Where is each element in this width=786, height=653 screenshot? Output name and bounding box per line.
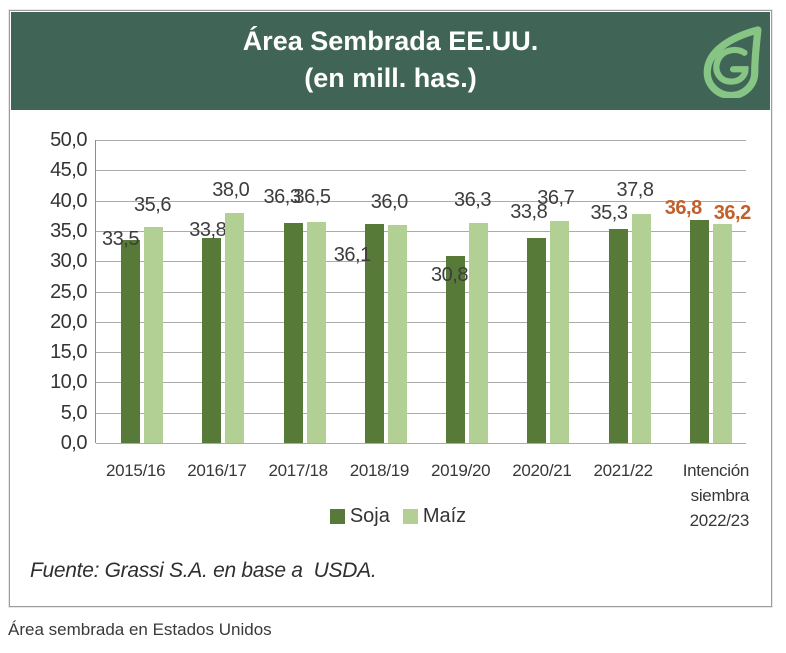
chart-header: Área Sembrada EE.UU. (en mill. has.): [11, 12, 770, 110]
bar-value-label: 36,3: [454, 189, 491, 212]
bar-soja-2: [283, 223, 303, 443]
bar-maíz-7: [712, 223, 732, 443]
chart-title: Área Sembrada EE.UU. (en mill. has.): [11, 23, 770, 97]
gridline: [96, 230, 746, 232]
grassi-leaf-logo-icon: [703, 26, 762, 98]
legend-label: Soja: [349, 505, 390, 527]
y-axis-tick-label: 45,0: [50, 159, 87, 182]
bar-value-label: 36,8: [664, 197, 702, 219]
bar-value-label: 33,8: [510, 201, 548, 224]
y-axis-tick-label: 5,0: [60, 401, 88, 424]
chart-title-line1: Área Sembrada EE.UU.: [242, 26, 539, 56]
bar-value-label: 38,0: [212, 178, 250, 201]
bar-value-label: 35,6: [134, 194, 171, 217]
bar-value-label: 36,7: [537, 186, 575, 209]
bar-soja-1: [202, 238, 222, 443]
bar-value-label: 36,1: [333, 244, 371, 267]
bar-value-label: 36,0: [370, 190, 408, 213]
bar-value-label: 37,8: [616, 178, 654, 201]
y-axis-tick-label: 20,0: [50, 310, 87, 333]
y-axis-tick-label: 0,0: [60, 432, 88, 454]
plot-area: 33,5 33,8 36,3 36,1 30,8 33,8 35,3 36,8 35,6 38,0…: [95, 140, 751, 444]
bar-value-label: 36,3: [263, 186, 301, 209]
gridline: [96, 321, 746, 323]
x-axis-label-2: 2017/18: [268, 461, 328, 480]
y-axis-tick-label: 40,0: [50, 189, 87, 212]
gridline: [96, 140, 746, 141]
bar-soja-3: [364, 224, 384, 443]
bar-value-label: 33,5: [102, 228, 139, 250]
bar-value-label: 36,2: [713, 201, 751, 224]
legend-label: Maíz: [422, 505, 467, 527]
x-axis-label-1: 2016/17: [187, 461, 247, 480]
chart-title-line2: (en mill. has.): [304, 63, 477, 93]
bar-maíz-4: [469, 223, 488, 443]
bar-soja-6: [608, 229, 628, 443]
x-axis-label-4: 2019/20: [430, 461, 491, 480]
bar-value-label: 30,8: [431, 264, 468, 287]
bar-maíz-1: [225, 212, 245, 443]
gridline: [96, 200, 746, 202]
legend-item-soja: Soja: [329, 505, 390, 528]
gridline: [96, 382, 746, 384]
bar-maíz-6: [631, 213, 651, 443]
bar-value-label: 36,5: [293, 185, 331, 208]
legend-swatch-icon: [402, 509, 418, 524]
page-caption: Área sembrada en Estados Unidos: [8, 620, 272, 639]
gridline: [96, 352, 746, 354]
bar-maíz-3: [387, 224, 407, 443]
gridline: [96, 291, 746, 293]
x-axis-label-6: 2021/22: [593, 461, 653, 480]
bar-value-label: 35,3: [590, 202, 628, 225]
x-axis-label-5: 2020/21: [512, 461, 572, 480]
chart-legend: Soja Maíz: [73, 505, 723, 528]
gridline: [96, 412, 746, 414]
gridline: [96, 261, 746, 263]
y-axis-tick-label: 10,0: [50, 371, 87, 394]
legend-item-maíz: Maíz: [402, 505, 467, 528]
y-axis-tick-label: 15,0: [50, 341, 87, 364]
y-axis-tick-label: 50,0: [50, 129, 87, 151]
y-axis-tick-label: 35,0: [50, 219, 87, 242]
legend-swatch-icon: [329, 509, 345, 524]
chart-card: Área Sembrada EE.UU. (en mill. has.) 33,…: [8, 9, 773, 608]
x-axis-label-3: 2018/19: [349, 461, 410, 480]
gridline: [96, 170, 746, 172]
bar-value-label: 33,8: [189, 219, 227, 242]
bar-soja-5: [527, 238, 547, 443]
bar-maíz-2: [306, 221, 326, 443]
gridline: [96, 443, 746, 444]
x-axis-label-7: Intención siembra 2022/23: [682, 461, 750, 530]
x-axis-label-0: 2015/16: [105, 461, 166, 480]
bar-maíz-5: [550, 220, 570, 443]
bar-maíz-0: [144, 227, 163, 443]
bar-soja-4: [446, 256, 465, 443]
source-note: Fuente: Grassi S.A. en base a USDA.: [30, 559, 377, 582]
bar-soja-7: [689, 220, 709, 443]
bar-soja-0: [121, 240, 140, 443]
y-axis-tick-label: 30,0: [50, 250, 87, 273]
y-axis-tick-label: 25,0: [50, 280, 87, 303]
